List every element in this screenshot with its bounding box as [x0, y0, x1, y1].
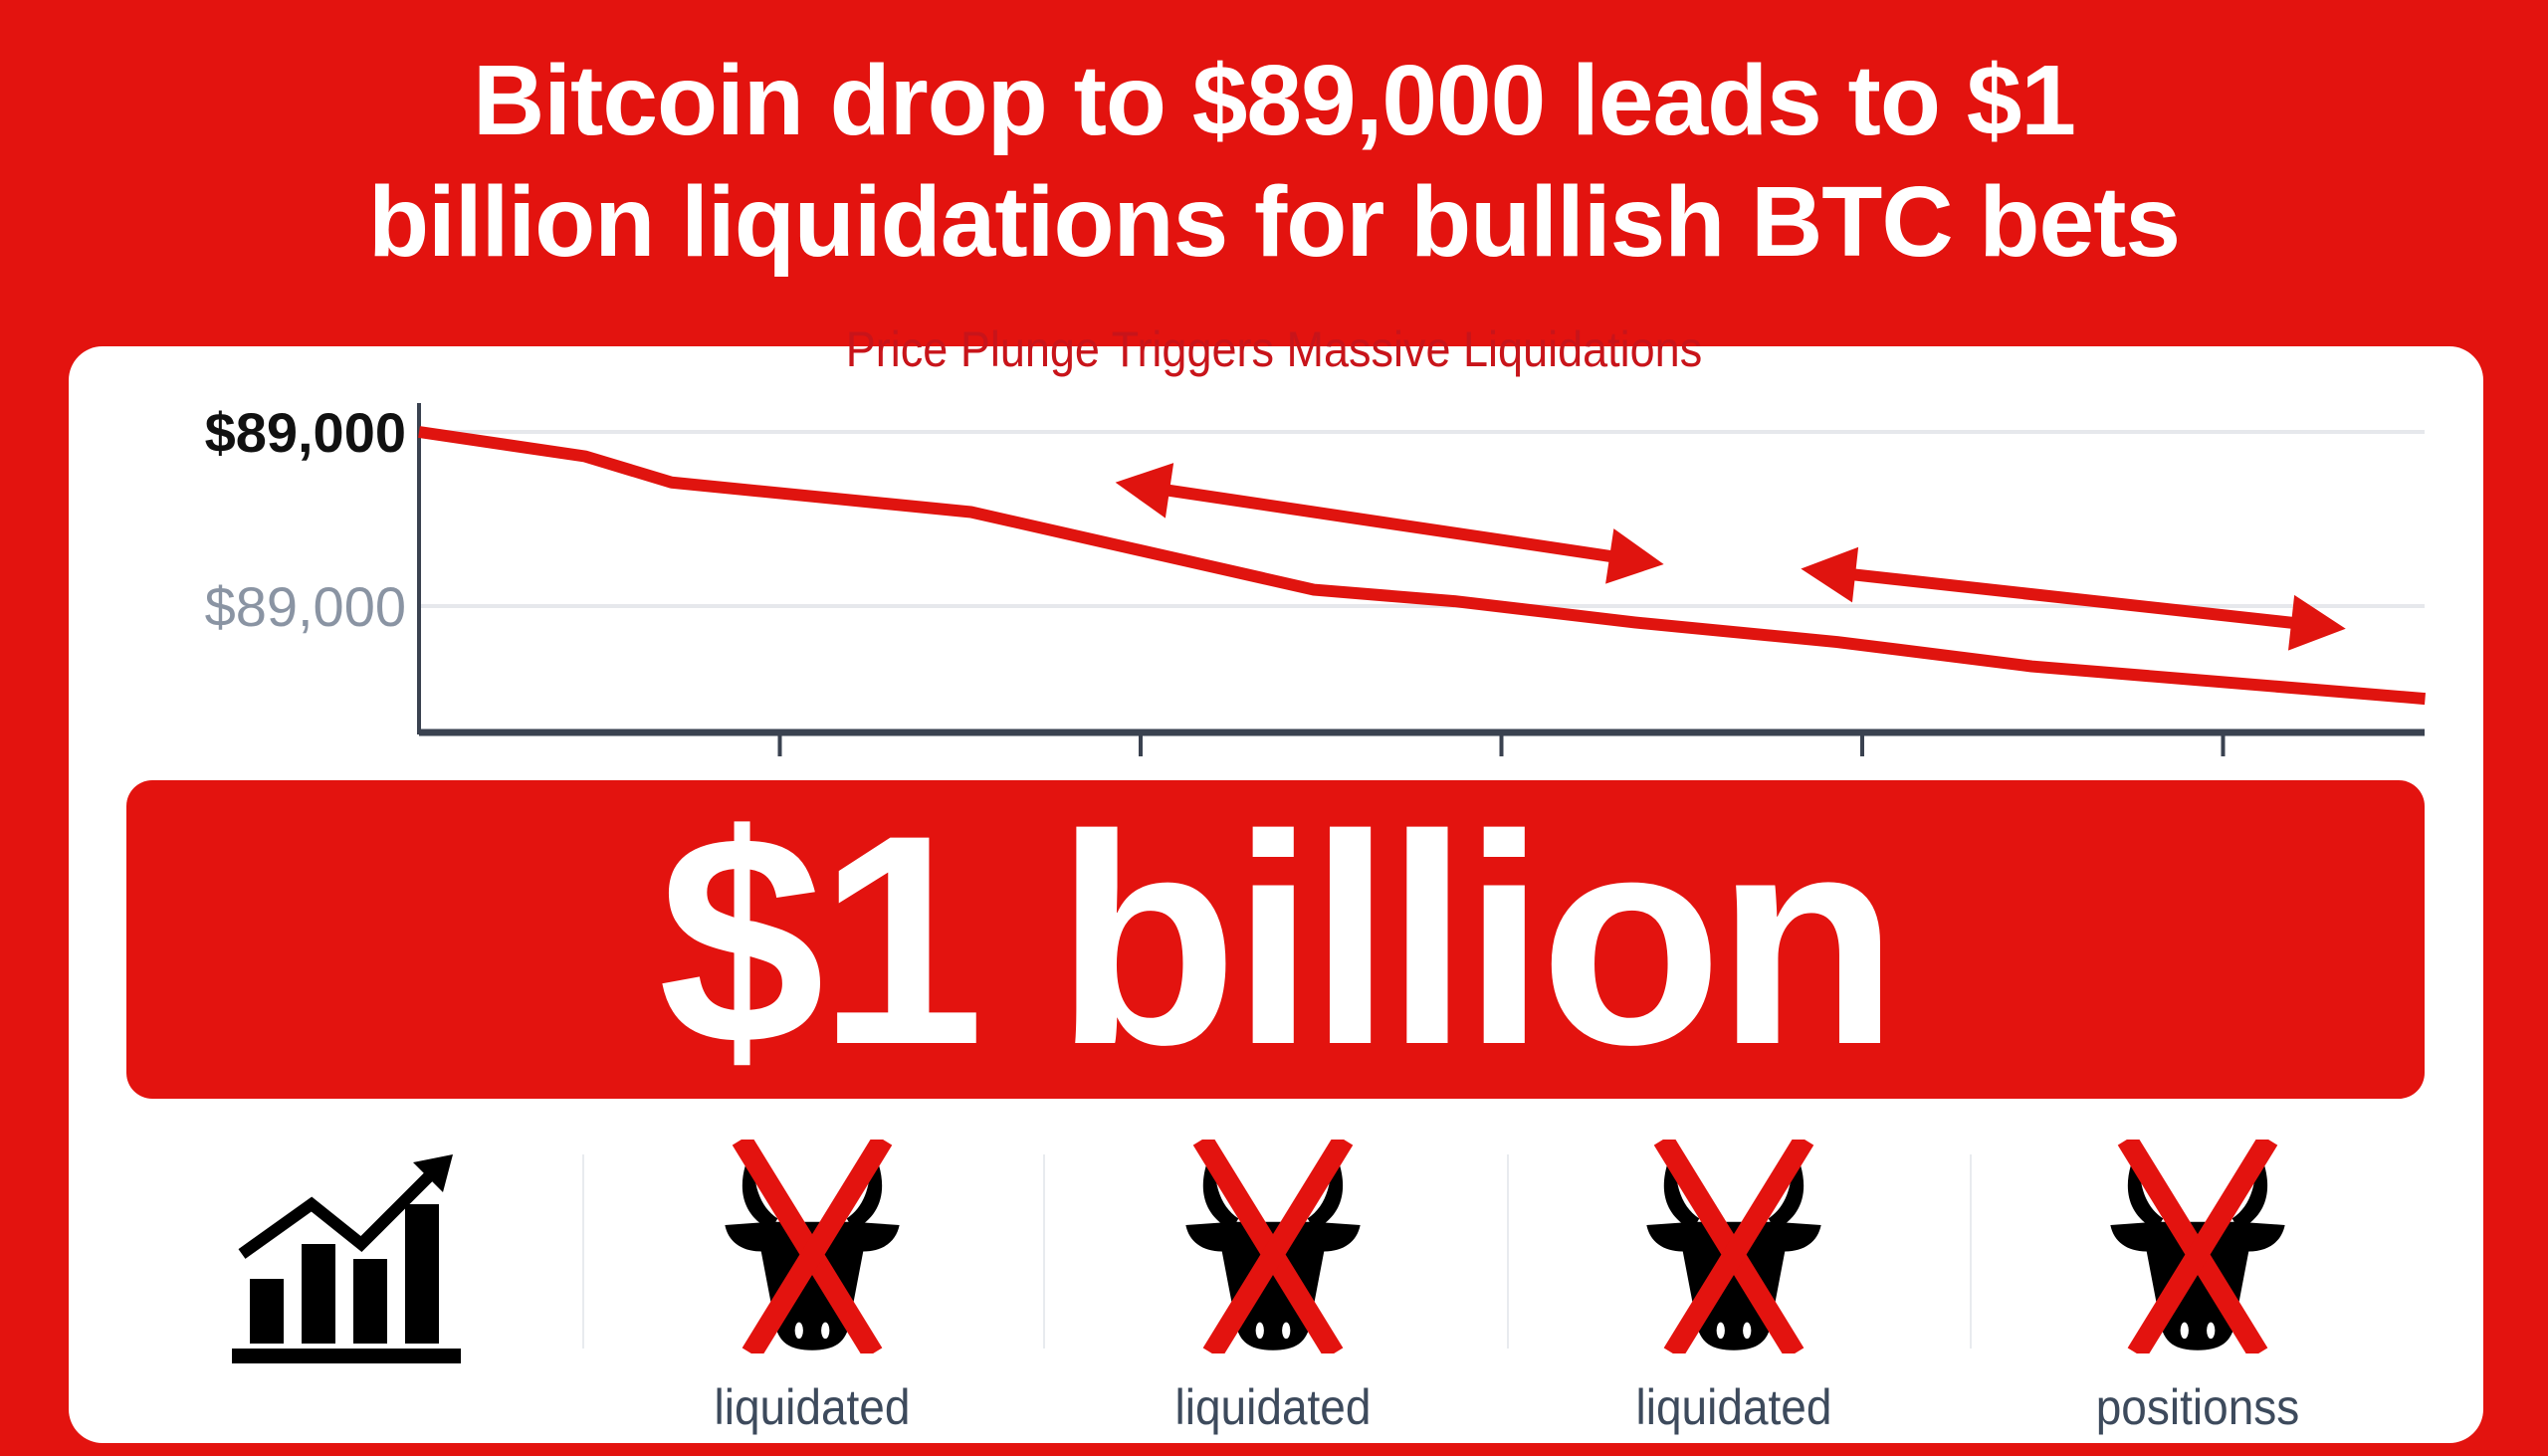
crossed-bull-icon	[1585, 1134, 1883, 1359]
liquidation-item: liquidated	[1585, 1134, 1883, 1436]
column-divider	[582, 1154, 584, 1349]
price-line	[418, 426, 2426, 706]
headline: Bitcoin drop to $89,000 leads to $1 bill…	[0, 40, 2548, 283]
chart-title: Price Plunge Triggers Massive Liquidatio…	[845, 321, 1703, 377]
annotation-arrow-shaft	[1829, 565, 2317, 632]
liquidation-item: liquidated	[663, 1134, 961, 1436]
liquidation-amount-banner: $1 billion	[126, 780, 2425, 1099]
annotation-arrowhead	[1115, 463, 1174, 519]
y-tick-label: $89,000	[205, 575, 406, 638]
item-label: liquidated	[714, 1379, 911, 1435]
liquidation-item: positionss	[2048, 1134, 2347, 1436]
headline-line-1: Bitcoin drop to $89,000 leads to $1	[473, 45, 2076, 156]
annotation-arrowhead	[2288, 594, 2346, 651]
annotation-arrow-shaft	[1144, 481, 1635, 566]
liquidation-item: liquidated	[1124, 1134, 1422, 1436]
item-label: liquidated	[1174, 1379, 1372, 1435]
y-tick-label: $89,000	[205, 401, 406, 464]
crossed-bull-icon	[2048, 1134, 2347, 1359]
crossed-bull-icon	[663, 1134, 961, 1359]
annotation-arrowhead	[1605, 528, 1664, 584]
item-label: liquidated	[1635, 1379, 1832, 1435]
rising-bar-chart-icon	[197, 1144, 496, 1368]
column-divider	[1507, 1154, 1509, 1349]
crossed-bull-icon	[1124, 1134, 1422, 1359]
item-label: positionss	[2095, 1379, 2300, 1435]
headline-line-2: billion liquidations for bullish BTC bet…	[367, 166, 2181, 278]
column-divider	[1043, 1154, 1045, 1349]
column-divider	[1970, 1154, 1972, 1349]
annotation-arrowhead	[1801, 546, 1859, 603]
liquidation-amount: $1 billion	[658, 772, 1898, 1107]
